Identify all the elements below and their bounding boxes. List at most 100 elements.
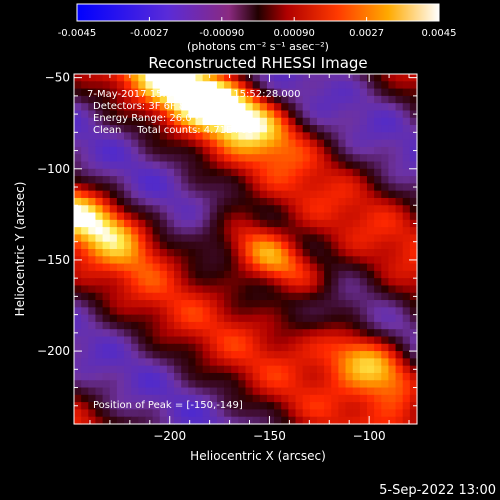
heatmap-cell bbox=[374, 249, 382, 257]
heatmap-cell bbox=[295, 88, 304, 97]
heatmap-cell bbox=[245, 329, 254, 338]
heatmap-cell bbox=[324, 336, 332, 345]
heatmap-cell bbox=[231, 365, 239, 374]
heatmap-cell bbox=[302, 183, 311, 192]
heatmap-cell bbox=[316, 249, 325, 257]
heatmap-cell bbox=[316, 88, 325, 97]
heatmap-cell bbox=[181, 387, 189, 396]
heatmap-cell bbox=[231, 205, 239, 214]
heatmap-cell bbox=[181, 292, 189, 301]
heatmap-cell bbox=[95, 154, 104, 163]
heatmap-cell bbox=[81, 329, 89, 338]
heatmap-cell bbox=[231, 314, 239, 323]
heatmap-cell bbox=[345, 256, 354, 265]
heatmap-cell bbox=[288, 197, 297, 206]
heatmap-cell bbox=[345, 358, 354, 367]
heatmap-cell bbox=[231, 278, 239, 287]
heatmap-cell bbox=[138, 197, 147, 206]
heatmap-cell bbox=[166, 110, 175, 119]
heatmap-cell bbox=[359, 285, 368, 294]
heatmap-cell bbox=[216, 278, 225, 287]
heatmap-cell bbox=[138, 336, 147, 345]
heatmap-cell bbox=[209, 270, 218, 279]
heatmap-cell bbox=[102, 380, 111, 389]
heatmap-cell bbox=[116, 307, 125, 316]
heatmap-cell bbox=[95, 307, 104, 316]
heatmap-cell bbox=[116, 402, 125, 411]
heatmap-cell bbox=[152, 95, 161, 104]
heatmap-cell bbox=[245, 176, 254, 184]
heatmap-cell bbox=[81, 307, 89, 316]
heatmap-cell bbox=[324, 139, 332, 148]
heatmap-cell bbox=[224, 132, 232, 141]
heatmap-cell bbox=[366, 205, 375, 214]
heatmap-cell bbox=[116, 117, 125, 126]
heatmap-image bbox=[74, 74, 418, 425]
heatmap-cell bbox=[95, 95, 104, 104]
heatmap-cell bbox=[274, 314, 282, 323]
heatmap-cell bbox=[174, 314, 182, 323]
heatmap-cell bbox=[145, 183, 154, 192]
heatmap-cell bbox=[74, 132, 82, 141]
heatmap-cell bbox=[159, 110, 168, 119]
heatmap-cell bbox=[388, 161, 397, 170]
heatmap-cell bbox=[331, 351, 339, 359]
heatmap-cell bbox=[409, 416, 418, 425]
heatmap-cell bbox=[202, 183, 211, 192]
heatmap-cell bbox=[245, 292, 254, 301]
heatmap-cell bbox=[295, 117, 304, 126]
heatmap-cell bbox=[245, 321, 254, 330]
heatmap-cell bbox=[374, 278, 382, 287]
heatmap-cell bbox=[259, 168, 268, 177]
heatmap-cell bbox=[188, 81, 197, 90]
heatmap-cell bbox=[274, 81, 282, 90]
heatmap-cell bbox=[409, 154, 418, 163]
heatmap-cell bbox=[181, 409, 189, 418]
heatmap-cell bbox=[131, 74, 139, 82]
heatmap-cell bbox=[359, 95, 368, 104]
heatmap-cell bbox=[138, 161, 147, 170]
heatmap-cell bbox=[181, 321, 189, 330]
heatmap-cell bbox=[224, 227, 232, 236]
heatmap-cell bbox=[316, 380, 325, 389]
heatmap-cell bbox=[152, 321, 161, 330]
heatmap-cell bbox=[302, 321, 311, 330]
heatmap-cell bbox=[281, 234, 289, 243]
heatmap-cell bbox=[252, 336, 261, 345]
heatmap-cell bbox=[95, 197, 104, 206]
heatmap-cell bbox=[74, 351, 82, 359]
heatmap-cell bbox=[152, 219, 161, 228]
heatmap-cell bbox=[181, 190, 189, 199]
x-tick-label: −150 bbox=[253, 429, 286, 443]
heatmap-cell bbox=[231, 227, 239, 236]
heatmap-cell bbox=[159, 176, 168, 184]
heatmap-cell bbox=[88, 314, 97, 323]
heatmap-cell bbox=[259, 256, 268, 265]
heatmap-cell bbox=[216, 219, 225, 228]
heatmap-cell bbox=[281, 351, 289, 359]
heatmap-cell bbox=[245, 168, 254, 177]
heatmap-cell bbox=[116, 95, 125, 104]
heatmap-cell bbox=[381, 365, 390, 374]
heatmap-cell bbox=[102, 372, 111, 381]
heatmap-cell bbox=[152, 402, 161, 411]
heatmap-cell bbox=[138, 74, 147, 82]
heatmap-cell bbox=[145, 132, 154, 141]
heatmap-cell bbox=[231, 161, 239, 170]
heatmap-cell bbox=[216, 292, 225, 301]
heatmap-cell bbox=[266, 278, 275, 287]
heatmap-cell bbox=[152, 307, 161, 316]
heatmap-cell bbox=[402, 365, 411, 374]
heatmap-cell bbox=[131, 380, 139, 389]
heatmap-cell bbox=[81, 285, 89, 294]
heatmap-cell bbox=[102, 249, 111, 257]
heatmap-cell bbox=[174, 234, 182, 243]
heatmap-cell bbox=[216, 154, 225, 163]
heatmap-cell bbox=[402, 176, 411, 184]
heatmap-cell bbox=[131, 263, 139, 272]
heatmap-cell bbox=[88, 234, 97, 243]
heatmap-cell bbox=[352, 307, 361, 316]
heatmap-cell bbox=[324, 168, 332, 177]
heatmap-cell bbox=[381, 307, 390, 316]
heatmap-cell bbox=[231, 409, 239, 418]
